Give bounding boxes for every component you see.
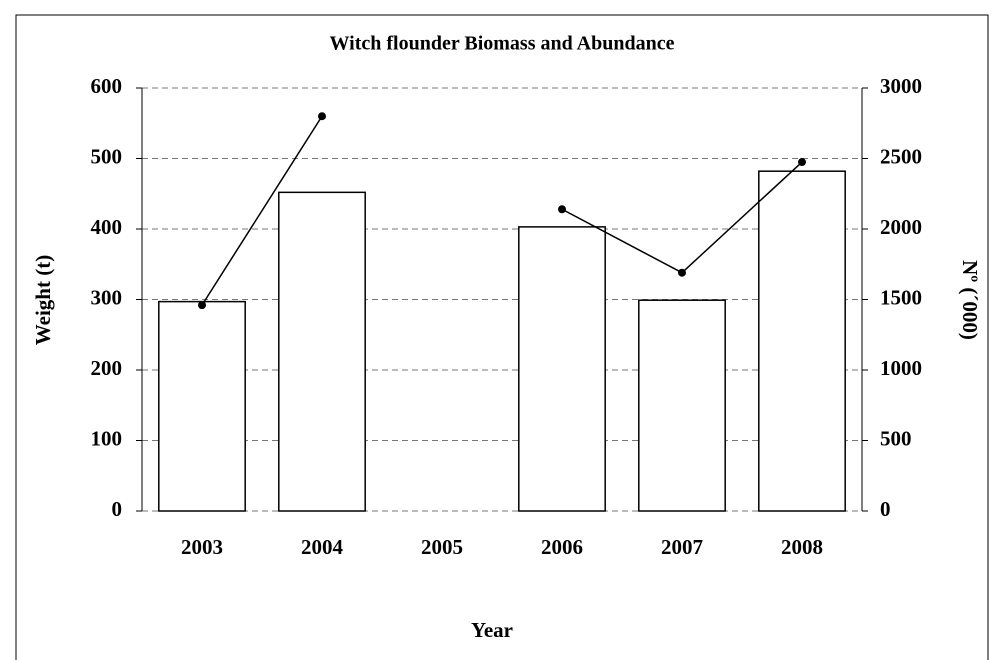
y-axis-label: Weight (t) [31,255,55,345]
y2-tick-label: 1500 [880,285,922,309]
bar [758,170,846,512]
x-tick-label: 2006 [541,535,583,559]
y-tick-label: 200 [91,356,123,380]
x-tick-label: 2003 [181,535,223,559]
y2-axis-label: Nº (´000) [958,260,982,340]
y2-tick-label: 500 [880,426,912,450]
y2-tick-label: 2000 [880,215,922,239]
y-tick-label: 0 [112,497,123,521]
x-tick-label: 2004 [301,535,344,559]
x-tick-label: 2005 [421,535,463,559]
y-tick-label: 500 [91,144,123,168]
chart-title: Witch flounder Biomass and Abundance [330,33,675,55]
x-tick-label: 2008 [781,535,823,559]
y2-tick-label: 0 [880,497,891,521]
y2-tick-label: 1000 [880,356,922,380]
y2-tick-label: 3000 [880,74,922,98]
x-axis-label: Year [471,618,513,642]
point [678,268,686,277]
bar [278,191,366,512]
chart-border [15,14,989,660]
point [318,112,326,121]
bar [518,226,606,512]
y-tick-label: 100 [91,426,123,450]
bar [638,299,726,512]
x-tick-label: 2007 [661,535,703,559]
point [558,205,566,214]
y-tick-label: 600 [91,74,123,98]
point [798,158,806,167]
y-tick-label: 300 [91,285,123,309]
y-tick-label: 400 [91,215,123,239]
y2-tick-label: 2500 [880,144,922,168]
point [198,301,206,310]
bar [158,300,246,512]
